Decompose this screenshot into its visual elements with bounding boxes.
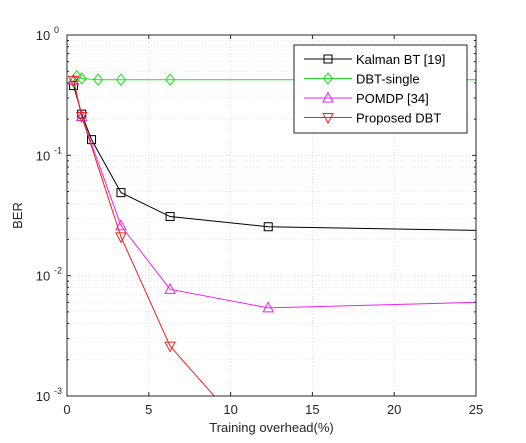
- x-tick-label: 20: [387, 402, 401, 417]
- data-point-marker: [164, 282, 176, 294]
- series-line: [73, 80, 215, 396]
- series-proposed-dbt: [67, 75, 215, 396]
- x-tick-label: 10: [223, 402, 237, 417]
- y-tick-label: 10 -3: [36, 386, 62, 404]
- data-point-marker: [75, 109, 88, 122]
- svg-text:-3: -3: [54, 386, 62, 396]
- x-tick-label: 5: [145, 402, 152, 417]
- data-point-marker: [67, 75, 80, 87]
- svg-text:-1: -1: [54, 145, 62, 155]
- y-axis-label: BER: [10, 202, 25, 229]
- data-point-marker: [115, 232, 127, 244]
- svg-text:10: 10: [36, 389, 50, 404]
- legend-item: POMDP [34]: [304, 91, 429, 106]
- svg-text:0: 0: [54, 25, 59, 35]
- legend-box: [293, 44, 468, 134]
- y-tick-label: 10 -2: [36, 266, 62, 284]
- tick-layer: 0 5 10 15 20 25 10 -3 10 -2 10 -1 10 0: [36, 25, 483, 417]
- data-point-marker: [165, 212, 175, 222]
- y-tick-label: 10 0: [36, 25, 59, 43]
- legend-label: Kalman BT [19]: [356, 52, 445, 67]
- data-point-marker: [67, 73, 80, 85]
- legend-marker: [323, 54, 333, 64]
- data-point-marker: [116, 188, 126, 198]
- legend-marker: [322, 91, 334, 103]
- legend-marker: [322, 113, 334, 125]
- legend-item: Proposed DBT: [304, 111, 441, 126]
- legend-label: POMDP [34]: [356, 91, 429, 106]
- legend-item: Kalman BT [19]: [304, 52, 445, 67]
- data-point-marker: [115, 219, 127, 231]
- data-point-marker: [263, 222, 273, 232]
- plot-frame: [66, 34, 477, 397]
- svg-text:10: 10: [36, 28, 50, 43]
- svg-text:-2: -2: [54, 266, 62, 276]
- data-point-marker: [164, 73, 176, 87]
- legend-label: DBT-single: [356, 72, 420, 87]
- series-line: [73, 85, 476, 231]
- svg-text:10: 10: [36, 148, 50, 163]
- data-point-marker: [115, 73, 127, 87]
- x-tick-label: 15: [305, 402, 319, 417]
- x-tick-label: 0: [63, 402, 70, 417]
- legend-marker: [322, 72, 334, 85]
- data-point-marker: [92, 73, 104, 87]
- x-axis-label: Training overhead(%): [209, 420, 334, 435]
- legend-label: Proposed DBT: [356, 111, 441, 126]
- data-point-marker: [262, 301, 275, 313]
- y-tick-label: 10 -1: [36, 145, 62, 163]
- series-layer: [67, 69, 476, 396]
- data-point-marker: [164, 341, 176, 353]
- legend-item: DBT-single: [304, 72, 420, 87]
- svg-text:10: 10: [36, 269, 50, 284]
- x-tick-label: 25: [469, 402, 483, 417]
- data-point-marker: [75, 112, 88, 124]
- legend: Kalman BT [19] DBT-single POMDP [34] Propos…: [293, 44, 468, 134]
